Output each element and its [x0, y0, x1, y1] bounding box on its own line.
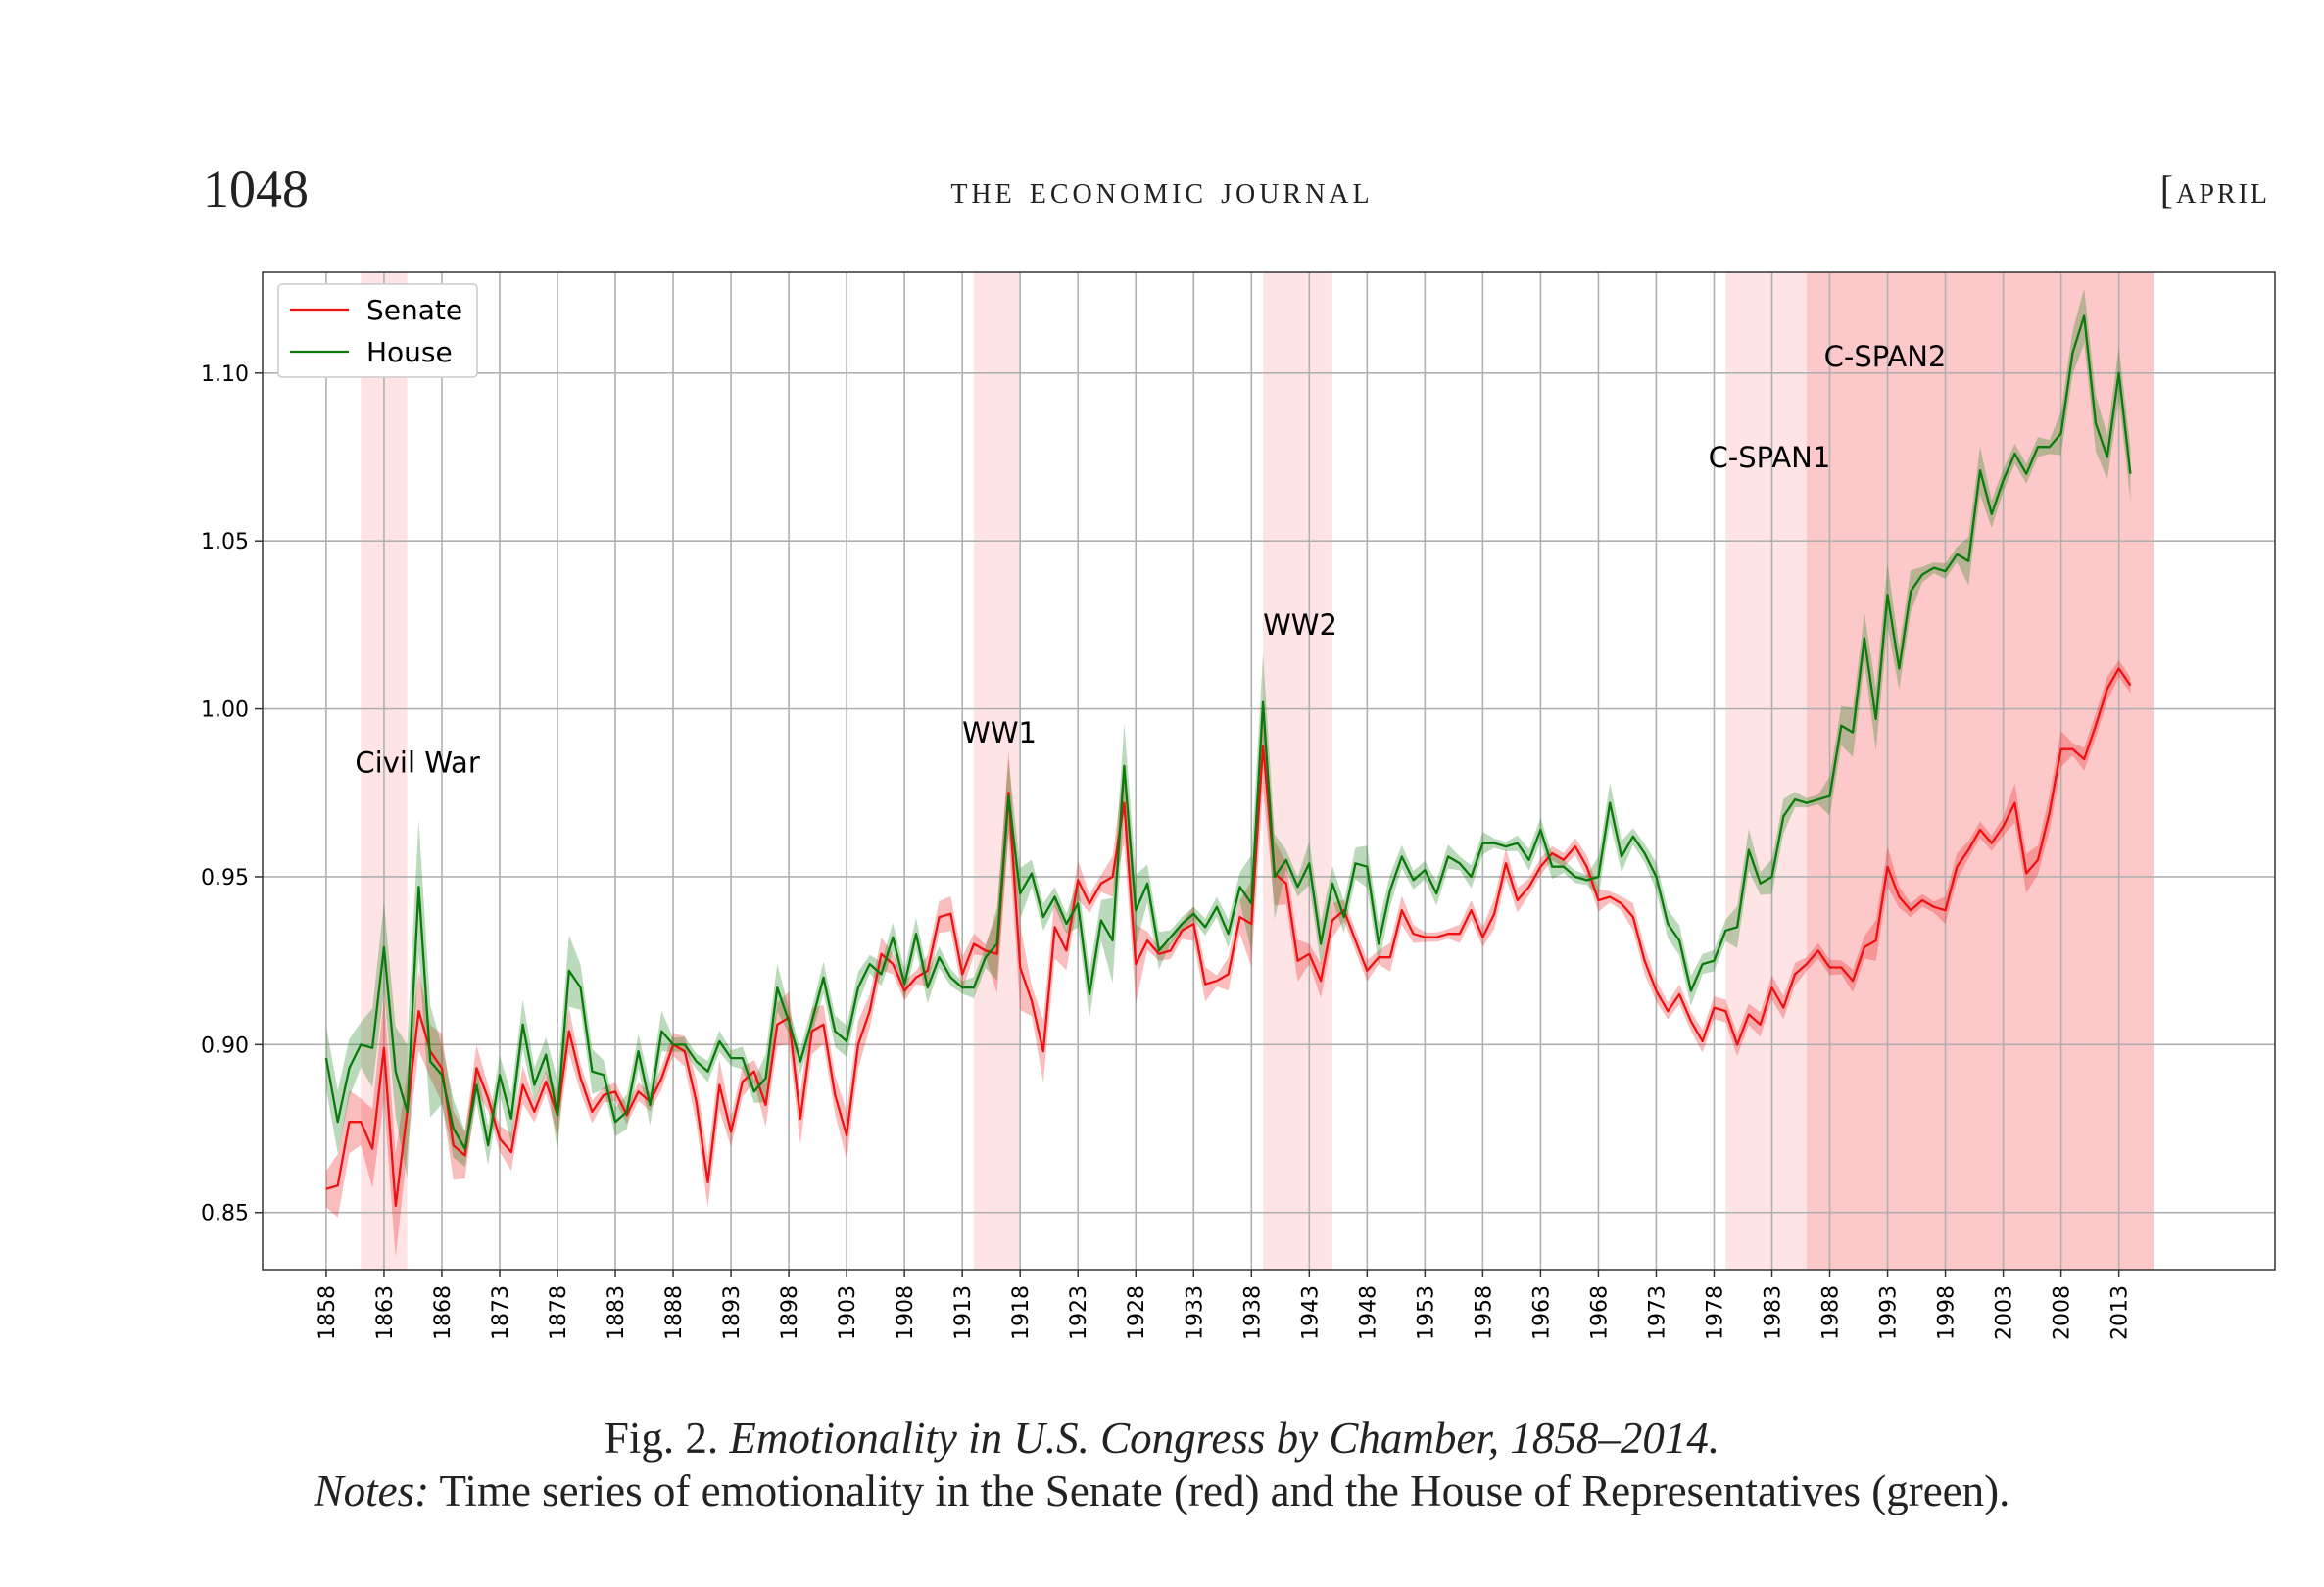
x-tick-label-1893: 1893: [720, 1285, 745, 1340]
y-tick-label-4: 1.05: [201, 530, 249, 554]
x-tick-label-1933: 1933: [1183, 1285, 1207, 1340]
confidence-bands: [325, 288, 2131, 1259]
plot-frame: [262, 271, 2276, 1271]
x-tick-label-1998: 1998: [1935, 1285, 1960, 1340]
annotation-3: C-SPAN1: [1709, 441, 1831, 474]
series-lines: [324, 314, 2132, 1208]
x-tick-label-2003: 2003: [1993, 1285, 2017, 1340]
x-tick-label-1958: 1958: [1472, 1285, 1496, 1340]
x-tick-label-1918: 1918: [1009, 1285, 1034, 1340]
x-tick-label-1878: 1878: [547, 1285, 571, 1340]
figure-caption: Fig. 2. Emotionality in U.S. Congress by…: [0, 1413, 2324, 1464]
y-tick-label-3: 1.00: [201, 698, 249, 723]
x-tick-label-1963: 1963: [1529, 1285, 1554, 1340]
x-tick-label-1883: 1883: [605, 1285, 629, 1340]
x-tick-label-1898: 1898: [778, 1285, 802, 1340]
annotation-4: C-SPAN2: [1824, 340, 1947, 373]
shaded-period-4: [1806, 272, 2155, 1270]
legend-house-label: House: [366, 336, 453, 368]
y-axis-ticks: 0.85 0.90 0.95 1.00 1.05 1.10: [201, 362, 263, 1226]
y-tick-label-1: 0.90: [201, 1034, 249, 1058]
x-tick-label-1928: 1928: [1125, 1285, 1149, 1340]
x-axis-ticks: 1858 1863 1868 1873 1878 1883 1888 1893 1898 1903…: [315, 1270, 2133, 1340]
annotation-2: WW2: [1263, 608, 1337, 642]
x-tick-label-2013: 2013: [2108, 1285, 2133, 1340]
x-tick-label-1993: 1993: [1877, 1285, 1902, 1340]
x-tick-label-1858: 1858: [315, 1285, 340, 1340]
x-tick-label-1948: 1948: [1356, 1285, 1380, 1340]
x-tick-label-1903: 1903: [836, 1285, 860, 1340]
x-tick-label-1953: 1953: [1414, 1285, 1438, 1340]
figure-notes: Notes: Time series of emotionality in th…: [0, 1466, 2324, 1516]
x-tick-label-1968: 1968: [1587, 1285, 1612, 1340]
band-house: [325, 288, 2131, 1179]
journal-title: the economic journal: [950, 168, 1374, 212]
shaded-period-2: [1263, 272, 1332, 1270]
x-tick-label-1908: 1908: [894, 1285, 918, 1340]
x-tick-label-2008: 2008: [2051, 1285, 2075, 1340]
figure-label: Fig. 2.: [604, 1414, 730, 1463]
x-tick-label-1983: 1983: [1762, 1285, 1786, 1340]
series-line-house: [324, 314, 2132, 1150]
x-tick-label-1973: 1973: [1645, 1285, 1670, 1340]
annotation-1: WW1: [962, 716, 1037, 749]
annotation-0: Civil War: [355, 746, 479, 780]
annotations: Civil War WW1 WW2 C-SPAN1 C-SPAN2: [355, 340, 1946, 780]
shaded-period-1: [973, 272, 1021, 1270]
y-tick-label-2: 0.95: [201, 866, 249, 890]
legend-box: [277, 283, 478, 378]
y-tick-label-0: 0.85: [201, 1202, 249, 1226]
x-tick-label-1888: 1888: [662, 1285, 687, 1340]
issue-month: [april: [2159, 168, 2270, 212]
x-tick-label-1988: 1988: [1819, 1285, 1844, 1340]
x-tick-label-1913: 1913: [951, 1285, 976, 1340]
band-senate: [325, 659, 2131, 1259]
x-tick-label-1938: 1938: [1240, 1285, 1265, 1340]
shaded-periods: [361, 272, 2155, 1270]
y-tick-label-5: 1.10: [201, 362, 249, 387]
legend-senate-label: Senate: [366, 294, 462, 326]
x-tick-label-1868: 1868: [431, 1285, 456, 1340]
legend: Senate House: [277, 283, 478, 378]
x-tick-label-1923: 1923: [1067, 1285, 1091, 1340]
x-tick-label-1943: 1943: [1298, 1285, 1323, 1340]
figure-title: Emotionality in U.S. Congress by Chamber…: [729, 1414, 1720, 1463]
page-number: 1048: [203, 160, 309, 218]
x-tick-label-1863: 1863: [373, 1285, 398, 1340]
x-tick-label-1978: 1978: [1703, 1285, 1727, 1340]
series-line-senate: [325, 667, 2132, 1208]
notes-label: Notes:: [314, 1467, 430, 1515]
notes-text: Time series of emotionality in the Senat…: [429, 1467, 2010, 1515]
x-tick-label-1873: 1873: [489, 1285, 513, 1340]
